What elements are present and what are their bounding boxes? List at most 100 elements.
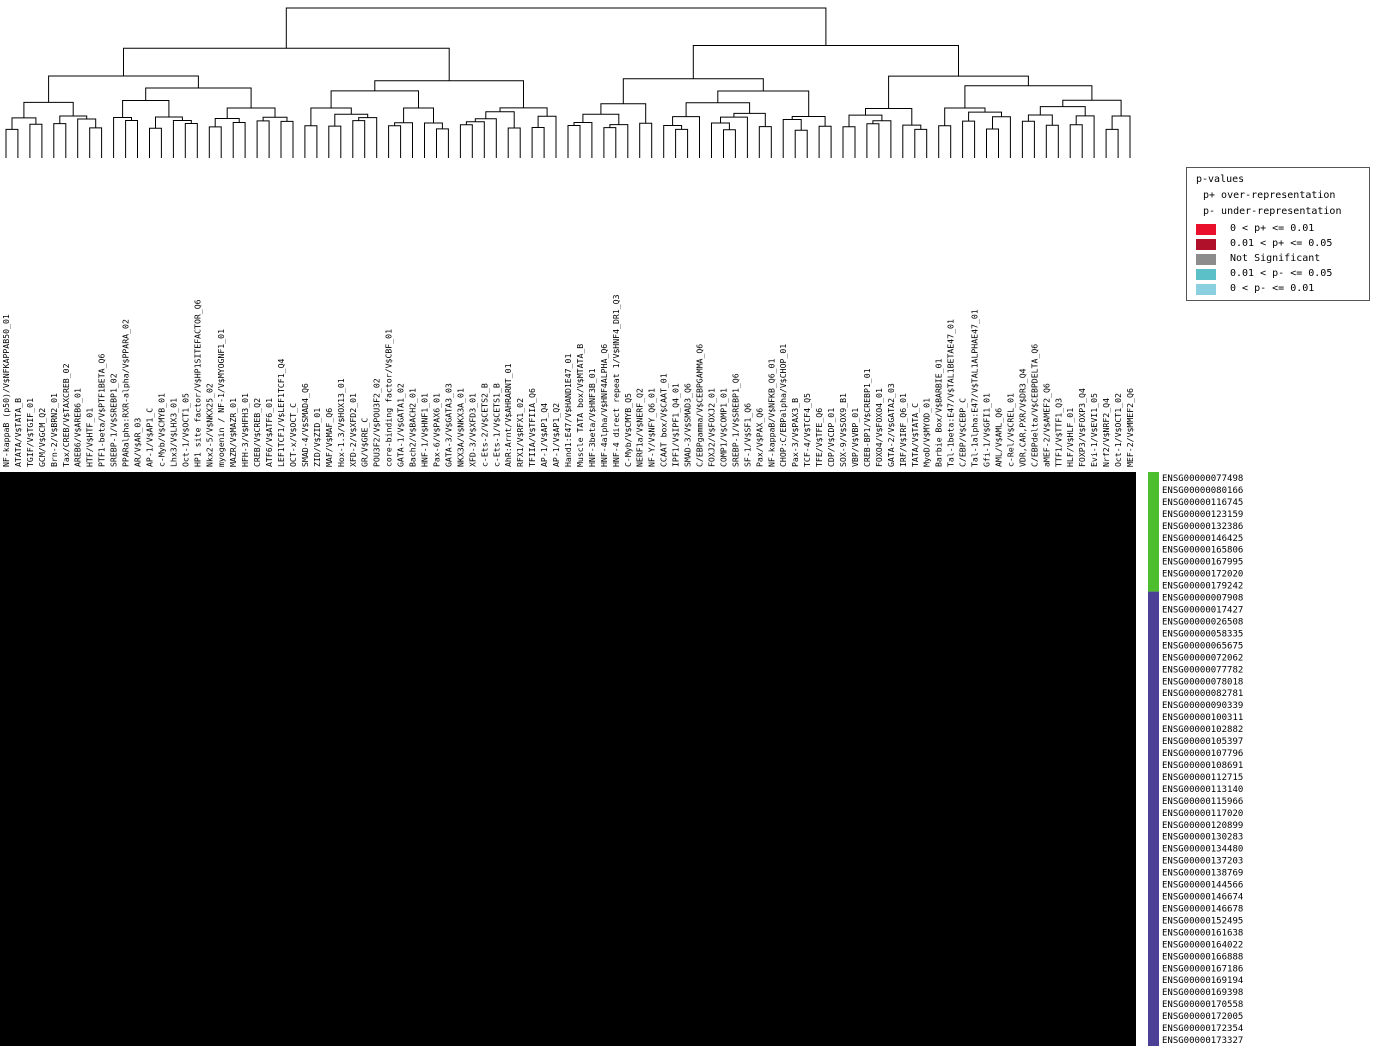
row-label: ENSG00000130283: [1162, 833, 1243, 843]
legend-item-label: 0.01 < p- <= 0.05: [1230, 268, 1333, 279]
legend-item-label: Not Significant: [1230, 253, 1321, 264]
dendrogram-branch: [304, 125, 318, 158]
row-label: ENSG00000078018: [1162, 677, 1243, 687]
column-label: SREBP-1/V$SREBP1_Q6: [730, 373, 740, 467]
legend-item-label: 0 < p- <= 0.01: [1230, 283, 1315, 294]
dendrogram-branch: [424, 122, 443, 158]
dendrogram-branch: [330, 90, 419, 108]
row-label: ENSG00000132386: [1162, 522, 1243, 532]
row-label: ENSG00000058335: [1162, 629, 1243, 639]
column-label: GATA-3/V$GATA3_03: [443, 383, 453, 467]
dendrogram-branch: [53, 123, 67, 158]
column-label: CDP/V$CDP_01: [826, 408, 836, 467]
dendrogram-branch: [1111, 115, 1131, 158]
row-label: ENSG00000102882: [1162, 725, 1243, 735]
column-label: CCAAT box/V$CAAT_01: [659, 373, 669, 467]
dendrogram-branch: [465, 121, 485, 158]
column-label: NERF1a/V$NERF_Q2: [635, 388, 645, 467]
column-label: Pax/V$PAX_Q6: [754, 408, 764, 467]
dendrogram-branch: [758, 126, 772, 158]
row-label: ENSG00000169194: [1162, 976, 1243, 986]
dendrogram-branch: [125, 120, 138, 158]
column-label: XFD-3/V$XFD3_01: [467, 393, 477, 467]
column-label: Nrf2/V$NRF2_Q4: [1101, 398, 1111, 467]
column-label: Gfi-1/V$GFI1_01: [982, 393, 992, 467]
dendrogram-branch: [711, 122, 730, 158]
column-label: myogenin / NF-1/V$MYOGNF1_01: [216, 329, 226, 467]
column-label: HLF/V$HLF_01: [1065, 408, 1075, 467]
column-label: Pax-3/V$PAX3_B: [790, 398, 800, 467]
dendrogram-branch: [672, 116, 700, 158]
column-label: Tax/CREB/V$TAXCREB_02: [61, 363, 71, 467]
row-label: ENSG00000170558: [1162, 1000, 1243, 1010]
dendrogram-branch: [374, 80, 524, 108]
column-label: ATATA/V$TATA_B: [13, 398, 23, 467]
column-label: SREBP-1/V$SREBP1_02: [109, 373, 119, 467]
legend-title: p-values: [1196, 174, 1245, 185]
dendrogram-branch: [403, 107, 434, 123]
column-label: AP-1/V$AP1_Q2: [551, 403, 561, 467]
dendrogram-branch: [507, 127, 521, 158]
row-label: ENSG00000017427: [1162, 606, 1243, 616]
row-label: ENSG00000165806: [1162, 546, 1243, 556]
column-label: TGIF/V$TGIF_01: [25, 398, 35, 467]
column-label: Muscle TATA box/V$MTATA_B: [575, 344, 585, 467]
column-label: AP-1/V$AP1_C: [145, 408, 155, 467]
dendrogram-branch: [567, 125, 581, 158]
dendrogram-branch: [537, 115, 557, 158]
legend-item-label: 0.01 < p+ <= 0.05: [1230, 238, 1333, 249]
legend-swatch: [1196, 239, 1216, 250]
dendrogram-branch: [5, 128, 19, 158]
dendrogram-branch: [872, 120, 892, 158]
column-labels: NF-kappaB (p50)/V$NFKAPPAB50_01 ATATA/V$T…: [1, 294, 1135, 467]
row-label: ENSG00000100311: [1162, 713, 1243, 723]
dendrogram-branch: [280, 120, 294, 158]
row-label: ENSG00000161638: [1162, 928, 1243, 938]
dendrogram-branch: [29, 123, 43, 158]
dendrogram-branch: [1105, 128, 1119, 158]
column-label: Oct-1/V$OCT1_05: [180, 393, 190, 467]
column-dendrogram: [5, 7, 1131, 158]
dendrogram-branch: [717, 90, 810, 117]
dendrogram-branch: [866, 123, 880, 158]
row-label: ENSG00000116745: [1162, 498, 1243, 508]
dendrogram-branch: [992, 116, 1011, 158]
column-label: Oct-1/V$OCT1_02: [1113, 393, 1123, 467]
row-label: ENSG00000090339: [1162, 701, 1243, 711]
column-label: OCT-x/V$OCT_C: [288, 403, 298, 467]
column-label: CHOP:C/EBPalpha/V$CHOP_01: [778, 344, 788, 467]
column-label: AP-1/V$AP1_Q4: [539, 403, 549, 467]
column-label: c-Ets-2/V$CETS2_B: [479, 383, 489, 467]
column-label: ZID/V$ZID_01: [312, 408, 322, 467]
legend-swatch: [1196, 284, 1216, 295]
column-label: Evi-1/V$EVI1_05: [1089, 393, 1099, 467]
row-label: ENSG00000166888: [1162, 952, 1243, 962]
row-label: ENSG00000152495: [1162, 916, 1243, 926]
column-label: C-Myb/V$CMYB_Q5: [623, 393, 633, 467]
dendrogram-branch: [328, 125, 342, 158]
column-label: HNF-4alpha/V$HNF4ALPHA_Q6: [599, 344, 609, 467]
dendrogram-branch: [962, 120, 976, 158]
dendrogram-branch: [938, 125, 952, 158]
column-label: GATA-2/V$GATA2_03: [886, 383, 896, 467]
column-label: Hand1:E47/V$HAND1E47_01: [563, 354, 573, 467]
column-label: PPARalpha:RXR-alpha/V$PPARA_02: [121, 319, 131, 467]
column-label: HFH-3/V$HFH3_01: [240, 393, 250, 467]
dendrogram-branch: [914, 128, 928, 158]
legend-swatch: [1196, 254, 1216, 265]
row-label: ENSG00000172020: [1162, 570, 1243, 580]
dendrogram-branch: [172, 120, 192, 158]
dendrogram-branch: [531, 127, 545, 158]
row-label: ENSG00000179242: [1162, 582, 1243, 592]
column-label: Lhx3/V$LHX3_01: [168, 398, 178, 467]
dendrogram-branch: [603, 127, 617, 158]
column-label: GATA-1/V$GATA1_02: [396, 383, 406, 467]
row-label: ENSG00000108691: [1162, 761, 1243, 771]
column-label: SOX-9/V$SOX9_B1: [838, 393, 848, 467]
dendrogram-branch: [122, 100, 170, 118]
dendrogram-branch: [685, 102, 751, 117]
column-label: Brn-2/V$BRN2_01: [49, 393, 59, 467]
column-label: COMP1/V$COMP1_01: [719, 388, 729, 467]
row-label: ENSG00000117020: [1162, 809, 1243, 819]
row-label: ENSG00000169398: [1162, 988, 1243, 998]
